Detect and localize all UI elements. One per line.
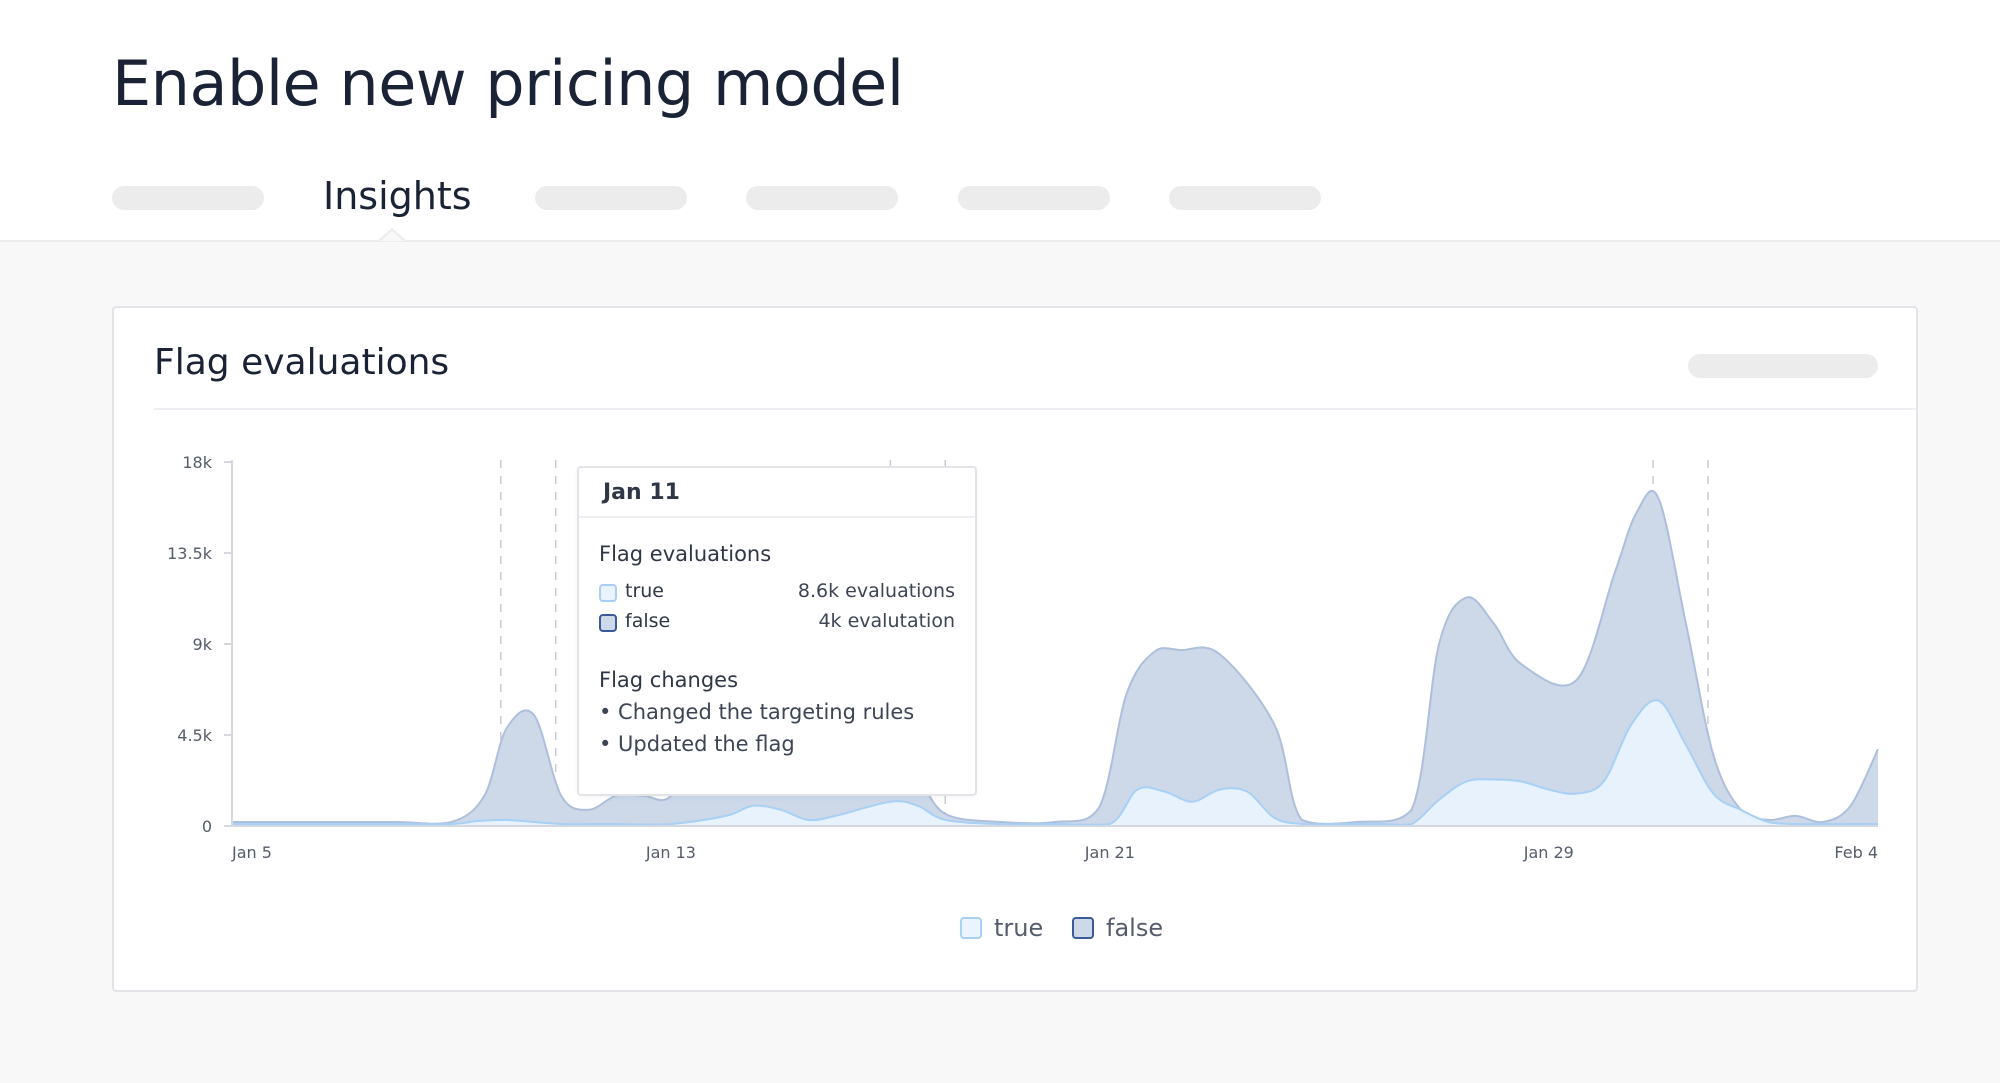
legend-label: false bbox=[1106, 914, 1164, 942]
tooltip-section-title: Flag evaluations bbox=[599, 542, 772, 566]
y-tick-label: 4.5k bbox=[177, 726, 212, 745]
legend-label: true bbox=[994, 914, 1044, 942]
tooltip-section-title: Flag changes bbox=[599, 668, 739, 692]
x-tick-label: Jan 5 bbox=[231, 843, 272, 862]
true-swatch-icon bbox=[599, 584, 617, 602]
card-title: Flag evaluations bbox=[154, 342, 450, 383]
series-line-true bbox=[232, 699, 1878, 826]
x-tick-label: Jan 21 bbox=[1084, 843, 1135, 862]
tooltip-row-value: 4k evalutation bbox=[818, 610, 955, 632]
x-tick-label: Feb 4 bbox=[1834, 843, 1878, 862]
tab-placeholder-1[interactable] bbox=[112, 186, 264, 210]
tooltip-change-item: • Changed the targeting rules bbox=[599, 700, 915, 724]
chart-axes: 0 4.5k 9k 13.5k 18k Jan 5 Jan 13 Jan 21 Jan 29 Fe… bbox=[167, 453, 1878, 862]
tooltip-row-label: true bbox=[625, 580, 664, 602]
page-title: Enable new pricing model bbox=[112, 47, 904, 120]
y-tick-label: 18k bbox=[182, 453, 212, 472]
tooltip-divider bbox=[579, 516, 975, 518]
card-divider bbox=[154, 408, 1916, 410]
y-tick-label: 0 bbox=[202, 817, 212, 836]
tooltip-change-item: • Updated the flag bbox=[599, 732, 795, 756]
false-swatch-icon bbox=[599, 614, 617, 632]
x-tick-label: Jan 29 bbox=[1523, 843, 1574, 862]
false-swatch-icon bbox=[1072, 917, 1094, 939]
y-tick-label: 9k bbox=[193, 635, 213, 654]
series-area-true bbox=[232, 700, 1878, 826]
page-header: Enable new pricing model Insights bbox=[0, 0, 2000, 242]
tab-insights[interactable]: Insights bbox=[323, 174, 472, 218]
chart-areas bbox=[231, 490, 1879, 826]
chart-tooltip: Jan 11 Flag evaluations true 8.6k evalua… bbox=[577, 466, 977, 796]
tab-placeholder-3[interactable] bbox=[746, 186, 898, 210]
tab-placeholder-4[interactable] bbox=[958, 186, 1110, 210]
tooltip-row-true: true 8.6k evaluations bbox=[599, 580, 955, 606]
tab-placeholder-5[interactable] bbox=[1169, 186, 1321, 210]
card-action-placeholder[interactable] bbox=[1688, 354, 1878, 378]
series-area-false bbox=[232, 490, 1878, 826]
x-tick-label: Jan 13 bbox=[645, 843, 696, 862]
series-line-false bbox=[231, 490, 1879, 825]
tooltip-row-label: false bbox=[625, 610, 671, 632]
active-tab-indicator bbox=[378, 228, 406, 241]
y-tick-label: 13.5k bbox=[167, 544, 213, 563]
tooltip-row-value: 8.6k evaluations bbox=[797, 580, 955, 602]
tooltip-date: Jan 11 bbox=[603, 480, 680, 505]
tab-placeholder-2[interactable] bbox=[535, 186, 687, 210]
true-swatch-icon bbox=[960, 917, 982, 939]
tooltip-row-false: false 4k evalutation bbox=[599, 610, 955, 636]
